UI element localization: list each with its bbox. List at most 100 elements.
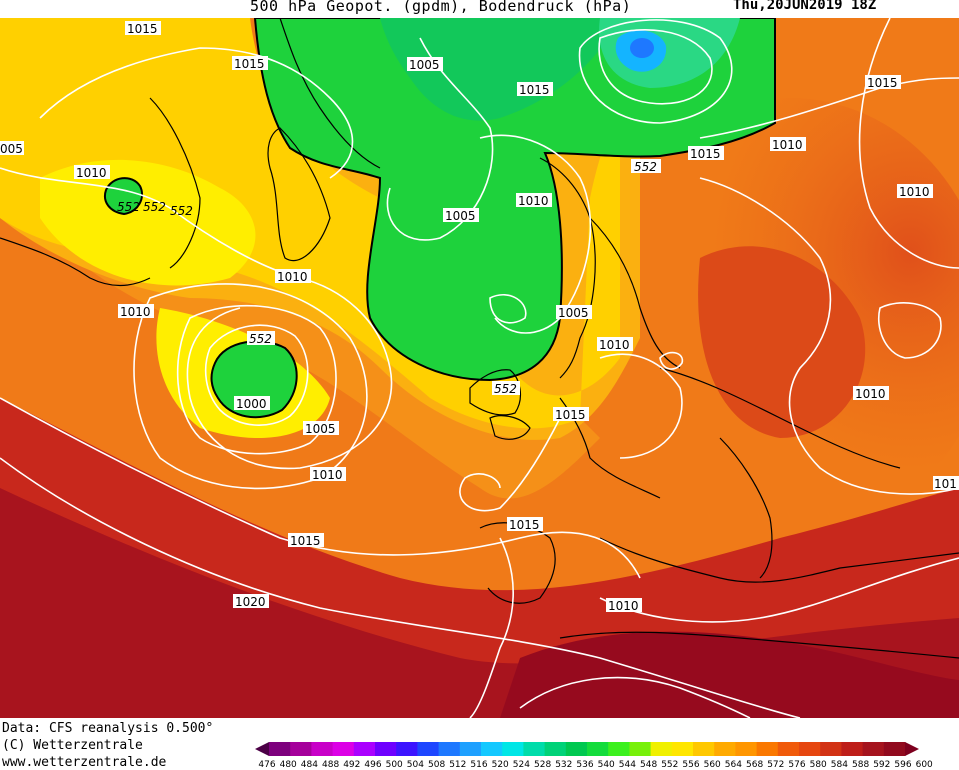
- svg-text:1010: 1010: [76, 166, 107, 180]
- field-trough-548: [253, 18, 776, 382]
- colorbar-swatch: [565, 742, 588, 756]
- isobar-label: 1015: [517, 82, 553, 97]
- svg-text:1005: 1005: [558, 306, 589, 320]
- isobar-label: 1015: [688, 146, 724, 161]
- svg-text:1015: 1015: [690, 147, 721, 161]
- isobar-label: 1010: [897, 184, 933, 199]
- colorbar-tick-label: 516: [470, 760, 487, 770]
- isobar-label: 1020: [233, 594, 269, 609]
- svg-text:552: 552: [117, 200, 140, 214]
- colorbar-swatch: [587, 742, 609, 756]
- geopotential-label: 552: [631, 159, 661, 174]
- colorbar-swatch: [629, 742, 652, 756]
- weather-map: 1015 1015 1005 1015 005 1010 552 552 552…: [0, 18, 959, 718]
- geopotential-label: 552: [247, 331, 275, 346]
- svg-text:1015: 1015: [127, 22, 158, 36]
- geopotential-label: 552: [143, 200, 166, 214]
- colorbar-swatch: [544, 742, 567, 756]
- colorbar-tick-label: 512: [449, 760, 466, 770]
- colorbar-tick-label: 600: [916, 760, 933, 770]
- isobar-label: 005: [0, 141, 24, 156]
- isobar-label: 1010: [275, 269, 311, 284]
- colorbar-tick-label: 528: [534, 760, 551, 770]
- colorbar-tick-label: 568: [746, 760, 763, 770]
- isobar-label: 1010: [770, 137, 806, 152]
- colorbar-swatch: [650, 742, 673, 756]
- colorbar-swatch: [290, 742, 312, 756]
- isobar-label: 1005: [556, 305, 592, 320]
- svg-text:1010: 1010: [772, 138, 803, 152]
- field-trough-540: [380, 18, 620, 121]
- isobar-label: 1005: [407, 57, 443, 72]
- valid-datetime: Thu,20JUN2019 18Z: [733, 0, 877, 13]
- isobar-label: 1010: [516, 193, 552, 208]
- svg-text:1005: 1005: [445, 209, 476, 223]
- colorbar-swatch: [799, 742, 821, 756]
- colorbar-swatch: [862, 742, 885, 756]
- svg-text:552: 552: [249, 332, 272, 346]
- colorbar-swatch: [311, 742, 334, 756]
- svg-text:552: 552: [143, 200, 166, 214]
- website-link[interactable]: www.wetterzentrale.de: [2, 755, 167, 770]
- colorbar-legend: 476 480 484 488 492 496 500 504 508 512 516 520 524 5…: [255, 742, 933, 770]
- colorbar-swatch: [502, 742, 524, 756]
- svg-text:1010: 1010: [518, 194, 549, 208]
- svg-text:1015: 1015: [509, 518, 540, 532]
- colorbar-tick-label: 492: [343, 760, 360, 770]
- colorbar-tick-label: 596: [894, 760, 911, 770]
- colorbar-swatch: [417, 742, 440, 756]
- colorbar-tick-label: 508: [428, 760, 445, 770]
- isobar-label: 1010: [597, 337, 633, 352]
- svg-text:552: 552: [170, 204, 193, 218]
- colorbar-tick-label: 476: [258, 760, 275, 770]
- map-title: 500 hPa Geopot. (gpdm), Bodendruck (hPa): [250, 0, 632, 15]
- colorbar-tick-label: 524: [513, 760, 530, 770]
- colorbar-swatch: [459, 742, 482, 756]
- colorbar-tick-label: 576: [788, 760, 805, 770]
- isobar-label: 1015: [553, 407, 589, 422]
- colorbar-swatch: [735, 742, 758, 756]
- colorbar-swatch: [332, 742, 355, 756]
- colorbar-tick-label: 552: [661, 760, 678, 770]
- svg-text:1010: 1010: [608, 599, 639, 613]
- isobar-label: 1010: [118, 304, 154, 319]
- isobar-label: 1010: [853, 386, 889, 401]
- svg-text:1020: 1020: [235, 595, 266, 609]
- data-source-label: Data: CFS reanalysis 0.500°: [2, 721, 214, 736]
- svg-text:1010: 1010: [312, 468, 343, 482]
- svg-text:1005: 1005: [409, 58, 440, 72]
- isobar-label: 1015: [125, 21, 161, 36]
- isobar-label: 1015: [288, 533, 324, 548]
- svg-text:005: 005: [0, 142, 23, 156]
- isobar-label: 1000: [234, 396, 270, 411]
- svg-text:1000: 1000: [236, 397, 267, 411]
- svg-text:1005: 1005: [305, 422, 336, 436]
- field-east-red: [698, 246, 866, 438]
- colorbar-swatch: [777, 742, 800, 756]
- geopotential-label: 552: [170, 204, 193, 218]
- field-labrador-low: [104, 177, 143, 216]
- svg-text:552: 552: [494, 382, 517, 396]
- svg-text:1015: 1015: [867, 76, 898, 90]
- svg-text:552: 552: [634, 160, 657, 174]
- colorbar-tick-label: 580: [810, 760, 827, 770]
- colorbar-swatch: [353, 742, 376, 756]
- copyright-label: (C) Wetterzentrale: [2, 738, 143, 753]
- isobar-label: 1005: [443, 208, 479, 223]
- colorbar-tick-label: 556: [682, 760, 699, 770]
- colorbar-swatch: [671, 742, 694, 756]
- geopotential-label: 552: [492, 381, 520, 396]
- field-low-core: [630, 38, 654, 58]
- svg-text:101: 101: [934, 477, 957, 491]
- colorbar-swatch: [820, 742, 842, 756]
- colorbar-swatches: [255, 742, 919, 756]
- isobar-label: 1005: [303, 421, 339, 436]
- svg-text:1015: 1015: [519, 83, 550, 97]
- colorbar-tick-label: 496: [364, 760, 381, 770]
- field-564-band: [0, 18, 640, 429]
- isobar-label: 1015: [507, 517, 543, 532]
- colorbar-arrow-left: [255, 742, 269, 756]
- colorbar-tick-label: 584: [831, 760, 848, 770]
- colorbar-tick-label: 544: [619, 760, 636, 770]
- colorbar-tick-label: 484: [301, 760, 318, 770]
